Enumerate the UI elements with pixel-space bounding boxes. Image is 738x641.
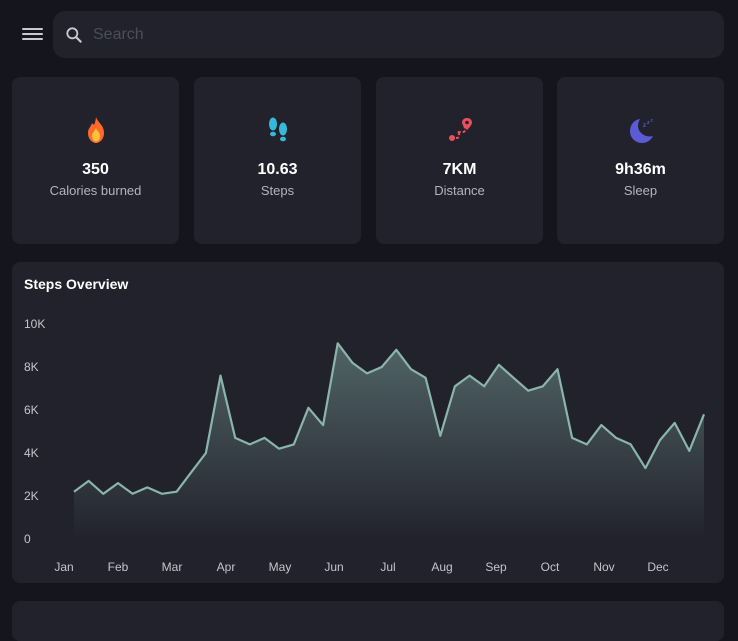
steps-value: 10.63 xyxy=(257,161,298,178)
search-input[interactable] xyxy=(93,11,693,58)
steps-line xyxy=(73,342,706,495)
x-tick-label: Oct xyxy=(541,560,560,574)
x-tick-label: Jun xyxy=(324,560,343,574)
search-icon xyxy=(66,27,82,43)
svg-text:z: z xyxy=(650,118,653,123)
chart-title: Steps Overview xyxy=(24,276,129,292)
bottom-card xyxy=(12,601,724,641)
y-tick-label: 10K xyxy=(24,317,45,331)
x-tick-label: Jul xyxy=(380,560,395,574)
distance-value: 7KM xyxy=(442,161,477,178)
fire-icon xyxy=(87,117,104,143)
svg-text:z: z xyxy=(643,123,646,129)
sleep-value: 9h36m xyxy=(615,161,666,178)
x-tick-label: Apr xyxy=(217,560,236,574)
x-tick-label: Jan xyxy=(54,560,73,574)
x-tick-label: Mar xyxy=(162,560,183,574)
calories-value: 350 xyxy=(82,161,109,178)
steps-chart: 0 2K 4K 6K 8K 10K Jan Feb Mar Apr May Jun Jul Aug Sep… xyxy=(24,317,706,574)
x-tick-label: Aug xyxy=(431,560,452,574)
x-tick-label: Dec xyxy=(647,560,668,574)
distance-label: Distance xyxy=(434,183,485,198)
route-icon xyxy=(448,118,472,141)
steps-overview-card: 0 2K 4K 6K 8K 10K Jan Feb Mar Apr May Jun Jul Aug Sep… xyxy=(12,262,724,583)
footprints-icon xyxy=(268,117,287,142)
moon-sleep-icon: z z z xyxy=(629,118,653,143)
svg-text:z: z xyxy=(647,120,650,126)
y-tick-label: 0 xyxy=(24,532,31,546)
x-tick-label: Nov xyxy=(593,560,614,574)
x-tick-label: Sep xyxy=(485,560,507,574)
top-bar xyxy=(0,0,738,70)
calories-label: Calories burned xyxy=(49,183,142,198)
stat-card-steps: 10.63 Steps xyxy=(194,77,361,244)
y-tick-label: 8K xyxy=(24,360,39,374)
y-tick-label: 4K xyxy=(24,446,39,460)
x-tick-label: Feb xyxy=(108,560,129,574)
x-tick-label: May xyxy=(269,560,292,574)
stat-card-distance: 7KM Distance xyxy=(376,77,543,244)
sleep-label: Sleep xyxy=(623,183,658,198)
stat-card-calories: 350 Calories burned xyxy=(12,77,179,244)
steps-area xyxy=(74,343,704,539)
y-tick-label: 6K xyxy=(24,403,39,417)
y-tick-label: 2K xyxy=(24,489,39,503)
hamburger-menu-icon[interactable] xyxy=(20,25,46,45)
stat-card-sleep: z z z 9h36m Sleep xyxy=(557,77,724,244)
steps-label: Steps xyxy=(260,183,295,198)
search-bar[interactable] xyxy=(53,11,724,58)
